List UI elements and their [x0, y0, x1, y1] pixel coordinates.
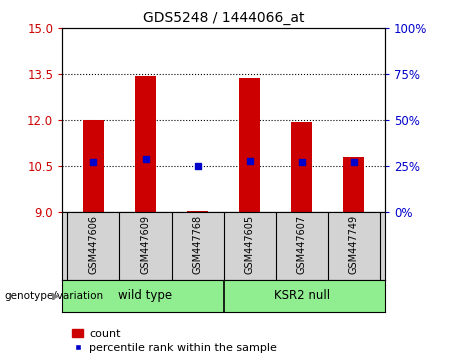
Text: GSM447605: GSM447605 [245, 215, 254, 274]
Text: genotype/variation: genotype/variation [5, 291, 104, 301]
Text: KSR2 null: KSR2 null [273, 289, 330, 302]
Bar [239, 78, 260, 212]
Text: GSM447606: GSM447606 [89, 215, 99, 274]
Text: GSM447749: GSM447749 [349, 215, 359, 274]
Title: GDS5248 / 1444066_at: GDS5248 / 1444066_at [143, 11, 304, 24]
Text: GSM447609: GSM447609 [141, 215, 150, 274]
Bar [83, 120, 104, 212]
Text: GSM447768: GSM447768 [193, 215, 202, 274]
Text: ▶: ▶ [52, 291, 59, 301]
Bar [135, 76, 156, 212]
Legend: count, percentile rank within the sample: count, percentile rank within the sample [68, 324, 281, 354]
Text: wild type: wild type [118, 289, 172, 302]
Text: GSM447607: GSM447607 [297, 215, 307, 274]
Bar [343, 157, 364, 212]
Bar [291, 122, 312, 212]
Bar [187, 211, 208, 212]
